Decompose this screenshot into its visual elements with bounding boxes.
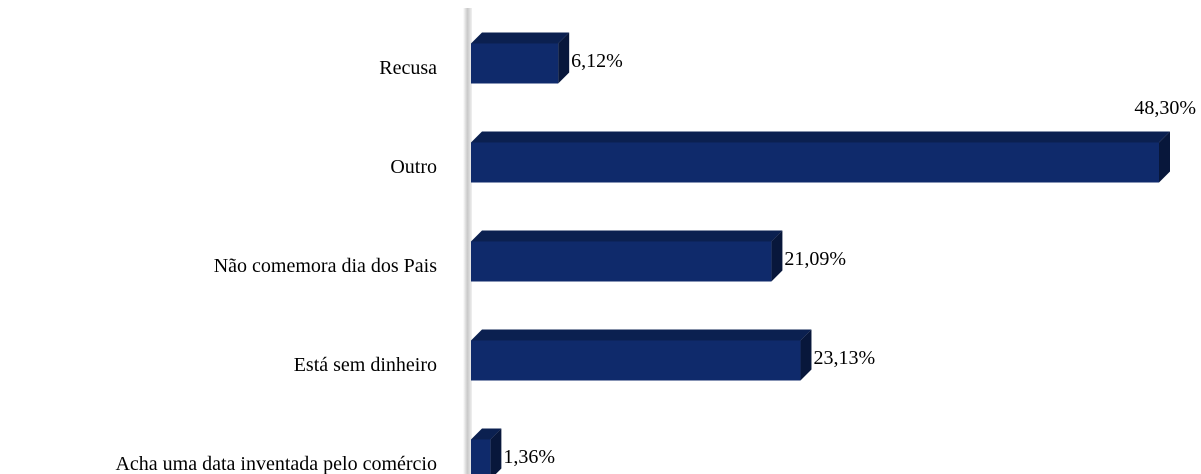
bar-top xyxy=(471,428,502,440)
value-label: 48,30% xyxy=(1134,97,1196,119)
value-label: 1,36% xyxy=(503,446,555,468)
bar xyxy=(471,43,559,84)
bar-side xyxy=(558,32,570,84)
bar-top xyxy=(471,230,783,242)
value-label: 23,13% xyxy=(813,347,875,369)
category-label: Outro xyxy=(390,156,437,178)
bar-side xyxy=(771,230,783,282)
value-label: 21,09% xyxy=(784,248,846,270)
bar-top xyxy=(471,131,1170,143)
category-label: Não comemora dia dos Pais xyxy=(214,255,437,277)
bar xyxy=(471,439,491,474)
bar xyxy=(471,340,801,381)
bar xyxy=(471,241,772,282)
axis-wall xyxy=(463,8,472,474)
bar-top xyxy=(471,32,570,44)
value-label: 6,12% xyxy=(571,50,623,72)
bar-top xyxy=(471,329,812,341)
bar xyxy=(471,142,1159,183)
category-label: Está sem dinheiro xyxy=(294,354,437,376)
category-label: Acha uma data inventada pelo comércio xyxy=(115,453,437,474)
bar-side xyxy=(490,428,502,474)
bar-side xyxy=(800,329,812,381)
category-label: Recusa xyxy=(379,57,437,79)
bar-side xyxy=(1159,131,1170,183)
